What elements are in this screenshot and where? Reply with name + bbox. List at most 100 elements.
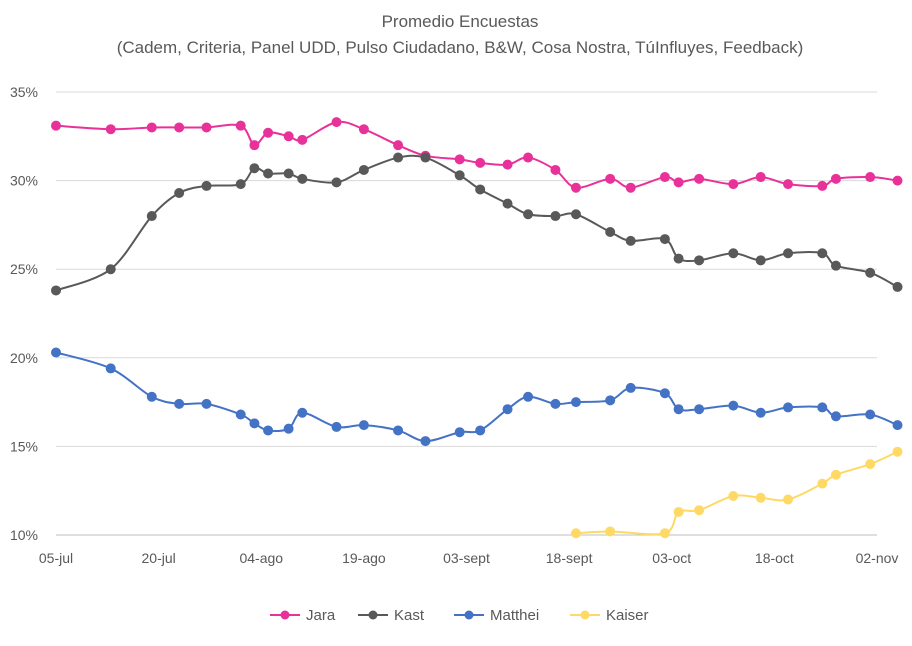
data-point-matthei [249,418,260,429]
data-point-kast [892,281,903,292]
data-point-kast [454,170,465,181]
data-point-matthei [393,425,404,436]
data-point-jara [454,154,465,165]
data-point-kaiser [673,506,684,517]
data-point-jara [475,157,486,168]
data-point-kast [146,211,157,222]
legend-label: Matthei [490,607,539,624]
data-point-kast [201,180,212,191]
data-point-jara [249,140,260,151]
data-point-jara [297,134,308,145]
data-point-jara [550,164,561,175]
data-point-matthei [865,409,876,420]
data-point-matthei [105,363,116,374]
y-tick-label: 30% [10,173,38,189]
data-point-jara [755,172,766,183]
series-matthei [51,347,903,447]
data-point-matthei [673,404,684,415]
data-point-matthei [297,407,308,418]
data-point-matthei [830,411,841,422]
data-point-kast [605,226,616,237]
data-point-matthei [694,404,705,415]
legend-swatch-marker [368,610,378,620]
y-tick-label: 10% [10,527,38,543]
data-point-jara [865,172,876,183]
y-tick-label: 20% [10,350,38,366]
series-kaiser [570,446,903,539]
data-point-matthei [475,425,486,436]
y-axis: 10% 15% 20% 25% 30% 35% [10,84,38,543]
data-point-matthei [570,397,581,408]
data-point-kast [523,209,534,220]
data-point-kaiser [892,446,903,457]
data-point-matthei [146,391,157,402]
data-point-jara [523,152,534,163]
legend-item-jara: Jara [270,607,336,624]
data-point-jara [331,117,342,128]
data-point-kast [51,285,61,296]
data-point-matthei [659,388,670,399]
data-point-matthei [728,400,739,411]
x-tick-label: 04-ago [239,550,283,566]
data-point-matthei [331,421,342,432]
data-point-jara [673,177,684,188]
x-tick-label: 20-jul [142,550,176,566]
data-point-matthei [625,382,636,393]
data-point-jara [146,122,157,133]
data-point-kast [283,168,294,179]
data-point-matthei [174,398,185,409]
data-point-matthei [502,404,513,415]
data-point-jara [51,120,61,131]
legend-swatch-marker [464,610,474,620]
x-tick-label: 18-sept [546,550,593,566]
series-group [51,117,903,539]
data-point-jara [605,173,616,184]
gridlines [56,91,877,447]
data-point-jara [283,131,294,142]
data-point-kast [783,248,794,259]
x-tick-label: 02-nov [856,550,899,566]
data-point-kast [105,264,116,275]
data-point-matthei [755,407,766,418]
data-point-kast [393,152,404,163]
data-point-jara [235,120,246,131]
data-point-kast [694,255,705,266]
data-point-kaiser [817,478,828,489]
data-point-jara [502,159,513,170]
data-point-jara [728,179,739,190]
data-point-matthei [358,420,369,431]
data-point-matthei [892,420,903,431]
data-point-kaiser [865,459,876,470]
y-tick-label: 35% [10,84,38,100]
data-point-jara [105,124,116,135]
data-point-kaiser [783,494,794,505]
data-point-kaiser [728,491,739,502]
data-point-kast [865,267,876,278]
chart-subtitle: (Cadem, Criteria, Panel UDD, Pulso Ciuda… [117,38,804,57]
data-point-kast [475,184,486,195]
data-point-matthei [454,427,465,438]
data-point-kast [830,260,841,271]
data-point-jara [358,124,369,135]
legend-label: Jara [306,607,336,624]
data-point-jara [694,173,705,184]
data-point-kast [728,248,739,259]
data-point-kast [673,253,684,264]
x-tick-label: 03-sept [443,550,490,566]
y-tick-label: 15% [10,438,38,454]
data-point-jara [201,122,212,133]
data-point-jara [659,172,670,183]
data-point-matthei [283,423,294,434]
data-point-kast [358,164,369,175]
data-point-matthei [263,425,274,436]
data-point-kast [263,168,274,179]
series-kast [51,152,903,296]
data-point-kast [625,235,636,246]
data-point-kaiser [755,492,766,503]
data-point-matthei [817,402,828,413]
legend-swatch-marker [280,610,290,620]
data-point-matthei [51,347,61,358]
legend-item-matthei: Matthei [454,607,539,624]
